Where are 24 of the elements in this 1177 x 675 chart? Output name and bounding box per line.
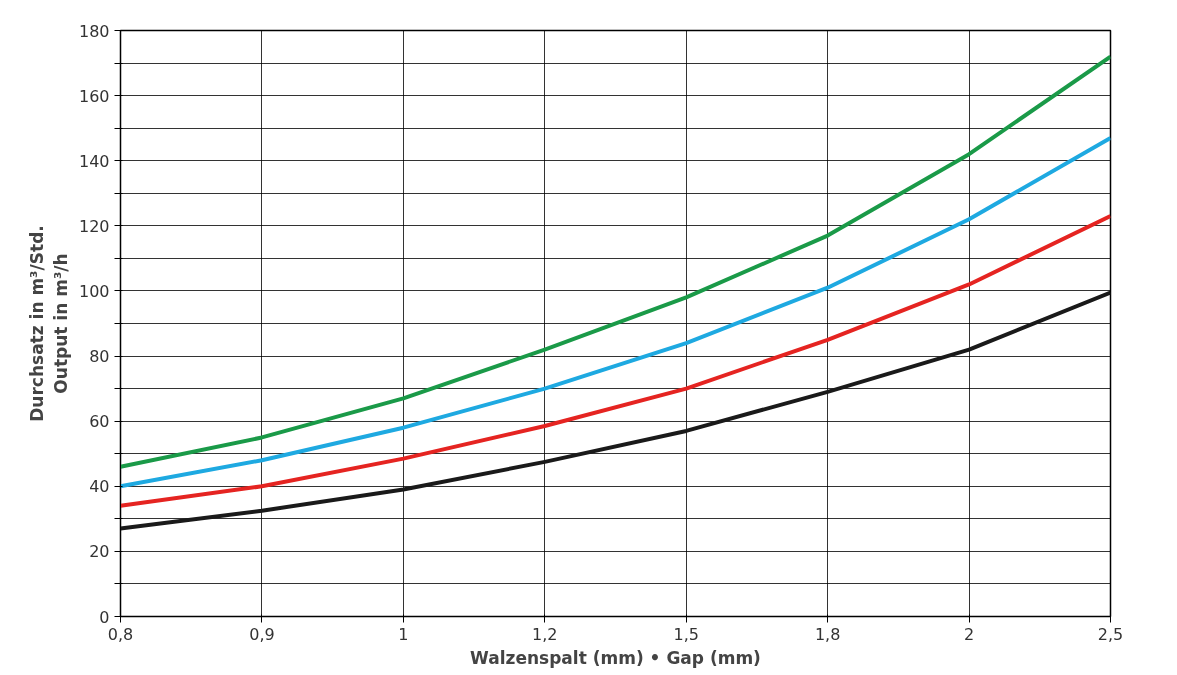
x-tick-label: 2,5 [1097,624,1124,644]
y-tick-label: 160 [78,86,110,106]
x-tick-label: 1,5 [673,624,699,644]
y-tick-label: 120 [78,216,110,236]
x-tick-label: 1,2 [532,624,558,644]
y-tick-label: 0 [99,607,110,627]
y-tick-label: 180 [78,21,110,41]
y-tick-label: 100 [78,281,110,301]
x-axis-title: Walzenspalt (mm) • Gap (mm) [470,647,761,668]
y-tick-label: 20 [89,542,110,562]
y-tick-label: 80 [89,347,110,367]
y-tick-label: 140 [78,151,110,171]
x-tick-label: 2 [963,624,975,644]
y-tick-label: 60 [89,412,110,432]
line-series [120,54,1111,469]
x-tick-label: 1,8 [814,624,841,644]
x-tick-label: 0,8 [107,624,134,644]
x-tick-label: 1 [398,624,409,644]
y-axis-title: Durchsatz in m³/Std. Output in m³/h [26,225,71,422]
line-series [120,214,1111,508]
x-tick-label: 0,9 [249,624,275,644]
line-series [120,290,1111,531]
y-tick-label: 40 [89,477,110,497]
line-series [120,135,1111,489]
